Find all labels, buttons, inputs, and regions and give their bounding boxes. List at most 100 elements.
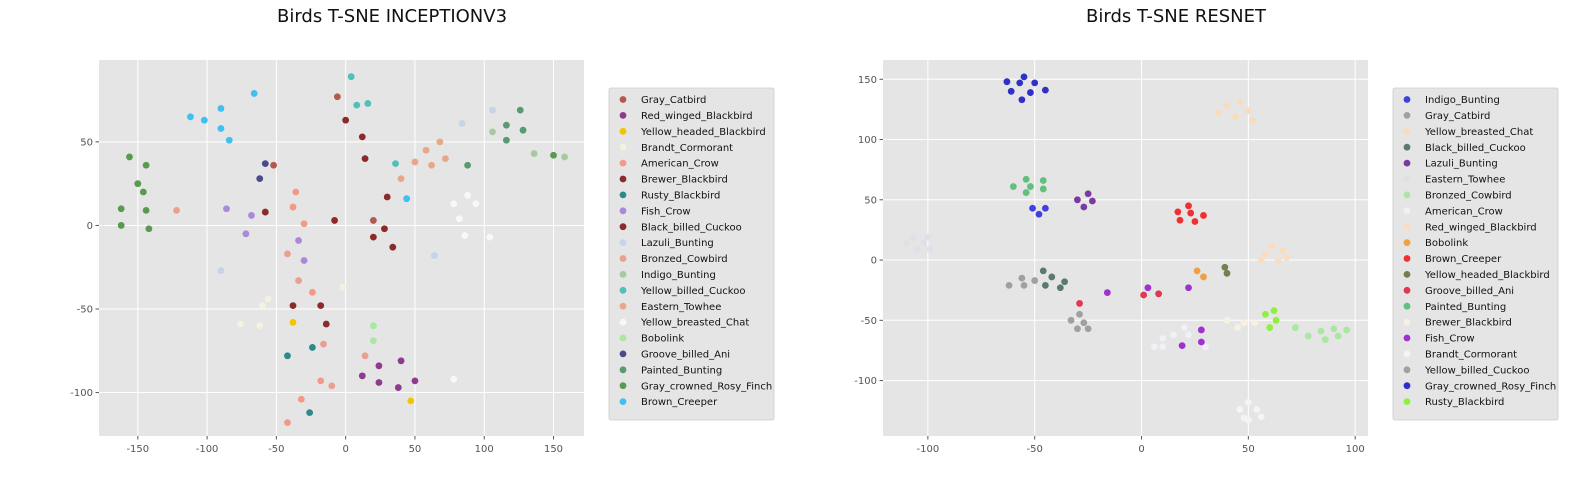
series-painted-bunting bbox=[1009, 175, 1047, 196]
data-point bbox=[1223, 102, 1231, 110]
legend-marker bbox=[1403, 286, 1411, 294]
legend-marker bbox=[619, 112, 627, 119]
data-point bbox=[309, 288, 316, 296]
x-tick-label: -50 bbox=[1027, 444, 1043, 455]
data-point bbox=[369, 322, 377, 330]
legend-marker bbox=[619, 271, 627, 278]
data-point bbox=[1232, 113, 1239, 121]
data-point bbox=[397, 357, 405, 365]
legend-marker bbox=[619, 223, 627, 231]
data-point bbox=[924, 233, 932, 241]
legend-label: Fish_Crow bbox=[1425, 334, 1475, 345]
data-point bbox=[1084, 325, 1092, 333]
data-point bbox=[1076, 310, 1083, 318]
data-point bbox=[389, 243, 397, 251]
data-point bbox=[1249, 116, 1257, 124]
data-point bbox=[1041, 281, 1049, 289]
data-point bbox=[223, 205, 230, 213]
legend-label: Brandt_Cormorant bbox=[641, 143, 733, 154]
series-gray-crowned-rosy-finch bbox=[117, 151, 557, 233]
data-point bbox=[1197, 338, 1205, 346]
data-point bbox=[1022, 175, 1030, 183]
series-yellow-headed-blackbird bbox=[1221, 263, 1231, 277]
data-point bbox=[256, 175, 264, 183]
series-groove-billed-ani bbox=[1076, 290, 1163, 307]
data-point bbox=[1197, 326, 1205, 334]
legend-marker bbox=[1403, 127, 1411, 135]
data-point bbox=[200, 116, 208, 124]
data-point bbox=[1291, 324, 1299, 331]
x-tick-label: -100 bbox=[196, 444, 219, 455]
data-point bbox=[295, 237, 302, 244]
data-point bbox=[1268, 242, 1276, 249]
series-yellow-headed-blackbird bbox=[289, 318, 415, 405]
data-point bbox=[519, 126, 527, 134]
legend-label: Gray_Catbird bbox=[1425, 111, 1490, 122]
data-point bbox=[1257, 413, 1265, 421]
chart-title-inceptionv3: Birds T-SNE INCEPTIONV3 bbox=[276, 6, 508, 27]
series-brandt-cormorant bbox=[1236, 398, 1265, 424]
series-yellow-breasted-chat bbox=[1215, 98, 1257, 124]
data-point bbox=[117, 222, 125, 229]
legend-label: Yellow_breasted_Chat bbox=[1424, 127, 1533, 138]
legend-label: Yellow_headed_Blackbird bbox=[1424, 270, 1550, 281]
data-point bbox=[1144, 284, 1152, 292]
data-point bbox=[1236, 406, 1244, 413]
data-point bbox=[375, 379, 383, 386]
series-black-billed-cuckoo bbox=[1039, 267, 1069, 292]
data-point bbox=[1185, 331, 1192, 339]
legend-marker bbox=[1403, 255, 1411, 262]
data-point bbox=[259, 302, 266, 310]
data-point bbox=[300, 220, 308, 228]
legend-label: Lazuli_Bunting bbox=[641, 238, 714, 249]
data-point bbox=[347, 73, 355, 81]
data-point bbox=[364, 100, 372, 107]
x-tick-label: 0 bbox=[1138, 444, 1144, 455]
series-american-crow bbox=[284, 188, 325, 427]
data-point bbox=[1180, 324, 1188, 331]
data-point bbox=[1270, 307, 1278, 315]
data-point bbox=[394, 384, 402, 391]
legend-marker bbox=[619, 302, 627, 310]
data-point bbox=[342, 116, 350, 124]
data-point bbox=[1215, 109, 1222, 117]
x-tick-label: 0 bbox=[342, 444, 348, 455]
legend-label: Red_winged_Blackbird bbox=[641, 111, 753, 122]
data-point bbox=[1039, 177, 1047, 184]
series-brewer-blackbird bbox=[289, 155, 397, 328]
data-point bbox=[142, 207, 150, 214]
data-point bbox=[187, 113, 194, 121]
data-point bbox=[361, 155, 369, 162]
series-bronzed-cowbird bbox=[1291, 324, 1351, 343]
legend-marker bbox=[619, 207, 627, 215]
data-point bbox=[297, 395, 305, 403]
data-point bbox=[217, 105, 225, 112]
data-point bbox=[561, 153, 568, 161]
data-point bbox=[1253, 406, 1261, 413]
data-point bbox=[289, 318, 297, 326]
data-point bbox=[1234, 324, 1242, 331]
legend-marker bbox=[1403, 112, 1411, 119]
legend-label: American_Crow bbox=[1425, 206, 1503, 217]
legend-marker bbox=[619, 191, 627, 199]
legend-label: Brown_Creeper bbox=[1425, 254, 1502, 265]
legend-marker bbox=[1403, 350, 1411, 358]
data-point bbox=[1039, 267, 1047, 275]
series-gray-catbird bbox=[270, 93, 377, 224]
data-point bbox=[1003, 78, 1011, 86]
series-lazuli-bunting bbox=[217, 106, 496, 274]
data-point bbox=[486, 233, 494, 241]
data-point bbox=[295, 277, 302, 284]
series-black-billed-cuckoo bbox=[261, 116, 366, 216]
data-point bbox=[320, 340, 327, 348]
data-point bbox=[461, 232, 469, 239]
data-point bbox=[1283, 254, 1291, 262]
data-point bbox=[407, 397, 415, 405]
data-point bbox=[353, 101, 361, 109]
y-tick-label: 100 bbox=[858, 135, 877, 146]
legend-marker bbox=[619, 159, 627, 167]
data-point bbox=[126, 153, 133, 161]
data-point bbox=[1200, 273, 1207, 281]
data-point bbox=[392, 160, 399, 168]
series-bronzed-cowbird bbox=[173, 207, 369, 390]
